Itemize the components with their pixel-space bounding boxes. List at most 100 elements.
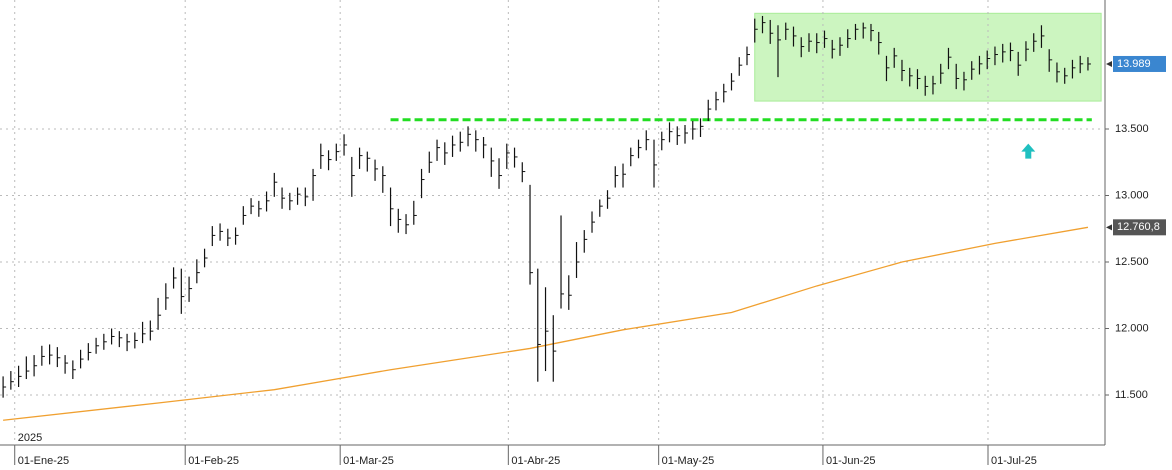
- ohlc-bar: [110, 328, 115, 345]
- price-pointer: [1106, 60, 1112, 67]
- ohlc-bar: [1040, 25, 1045, 48]
- ohlc-bar: [630, 147, 634, 167]
- ohlc-bar: [475, 130, 479, 152]
- ohlc-bar: [847, 29, 851, 48]
- ohlc-bar: [234, 227, 239, 245]
- ohlc-bar: [436, 139, 441, 161]
- ohlc-bar: [172, 267, 177, 289]
- ohlc-bar: [459, 131, 464, 152]
- ohlc-bar: [258, 200, 262, 217]
- ohlc-bar: [358, 147, 363, 169]
- ohlc-bar: [800, 37, 805, 58]
- ohlc-bar: [451, 135, 456, 157]
- ohlc-bar: [738, 57, 743, 76]
- ohlc-bar: [1087, 57, 1091, 71]
- price-label: 13.989: [1117, 58, 1151, 70]
- ohlc-bar: [320, 143, 324, 169]
- ohlc-bar: [413, 200, 417, 225]
- ohlc-bar: [1033, 33, 1037, 52]
- ohlc-bar: [661, 131, 665, 151]
- ohlc-bar: [537, 268, 541, 382]
- ohlc-bar: [978, 55, 983, 75]
- ohlc-bar: [575, 242, 580, 278]
- price-pointer: [1106, 224, 1112, 231]
- ohlc-bar: [312, 168, 317, 201]
- ohlc-bar: [95, 337, 100, 354]
- ohlc-bar: [808, 33, 812, 52]
- ohlc-bar: [1002, 43, 1006, 63]
- x-tick-label: 01-Mar-25: [343, 455, 394, 467]
- ohlc-bar: [351, 156, 355, 197]
- ohlc-bar: [33, 355, 38, 377]
- ohlc-bar: [893, 47, 898, 68]
- ohlc-bar: [2, 376, 7, 398]
- ohlc-bar: [428, 151, 433, 173]
- ohlc-bar: [296, 187, 301, 205]
- ohlc-bar: [591, 211, 596, 233]
- ohlc-bar: [444, 142, 448, 165]
- ohlc-bar: [506, 143, 510, 169]
- y-tick-label: 13.000: [1115, 189, 1149, 201]
- moving-average: [3, 226, 1089, 421]
- ohlc-bar: [498, 158, 503, 189]
- ohlc-bar: [785, 22, 789, 40]
- ohlc-bar: [343, 134, 348, 156]
- ohlc-bar: [606, 190, 611, 209]
- ohlc-bar: [947, 47, 952, 70]
- ohlc-bar: [878, 31, 882, 55]
- ohlc-bar: [1025, 41, 1029, 62]
- ohlc-bar: [676, 126, 681, 145]
- ohlc-bar: [118, 331, 123, 348]
- ohlc-bar: [560, 215, 565, 309]
- ohlc-bar: [761, 15, 766, 34]
- ohlc-bar: [149, 320, 154, 341]
- ohlc-bar: [994, 46, 998, 66]
- ohlc-bar: [932, 75, 936, 95]
- ohlc-bar: [653, 139, 658, 188]
- ohlc-bar: [692, 121, 696, 140]
- ohlc-bar: [885, 55, 890, 82]
- ohlc-bar: [839, 37, 843, 56]
- ohlc-bar: [134, 332, 138, 349]
- ohlc-bar: [374, 159, 379, 181]
- ohlc-bar: [382, 166, 386, 193]
- ohlc-bar: [165, 283, 169, 310]
- ohlc-bar: [792, 26, 797, 47]
- ohlc-bar: [1071, 59, 1076, 79]
- ohlc-bar: [699, 118, 704, 137]
- ohlc-bar: [141, 321, 146, 344]
- arrow: [1021, 143, 1036, 159]
- ohlc-bar: [1048, 49, 1053, 72]
- ohlc-bar: [420, 168, 425, 199]
- x-tick-label: 01-Jul-25: [991, 455, 1037, 467]
- ohlc-bar: [777, 25, 781, 78]
- y-tick-label: 12.000: [1115, 322, 1149, 334]
- x-tick-label: 01-Ene-25: [18, 455, 69, 467]
- ohlc-bar: [180, 268, 185, 314]
- ohlc-bar: [79, 349, 84, 369]
- ohlc-bar: [366, 151, 371, 172]
- ohlc-bar: [103, 333, 107, 350]
- ohlc-bar: [916, 69, 921, 90]
- ohlc-bar: [304, 187, 309, 207]
- ohlc-bar: [56, 347, 61, 368]
- ohlc-bar: [219, 223, 224, 241]
- ohlc-bar: [17, 365, 22, 388]
- ohlc-bar: [583, 230, 588, 253]
- ohlc-bar: [490, 147, 495, 177]
- price-label-box: [1113, 55, 1166, 72]
- ohlc-bar: [521, 162, 526, 183]
- ohlc-bar: [552, 315, 557, 382]
- ohlc-bar: [599, 199, 603, 217]
- ohlc-bar: [769, 19, 774, 44]
- ohlc-bar: [203, 248, 208, 268]
- ohlc-bar: [614, 166, 619, 188]
- ohlc-bar: [327, 150, 332, 171]
- ohlc-bar: [901, 59, 905, 82]
- ohlc-bar: [971, 61, 975, 80]
- ohlc-bar: [482, 136, 487, 159]
- ohlc-bar: [870, 23, 874, 42]
- ohlc-bar: [707, 99, 712, 122]
- x-tick-label: 01-Abr-25: [511, 455, 560, 467]
- ohlc-bar: [64, 355, 69, 374]
